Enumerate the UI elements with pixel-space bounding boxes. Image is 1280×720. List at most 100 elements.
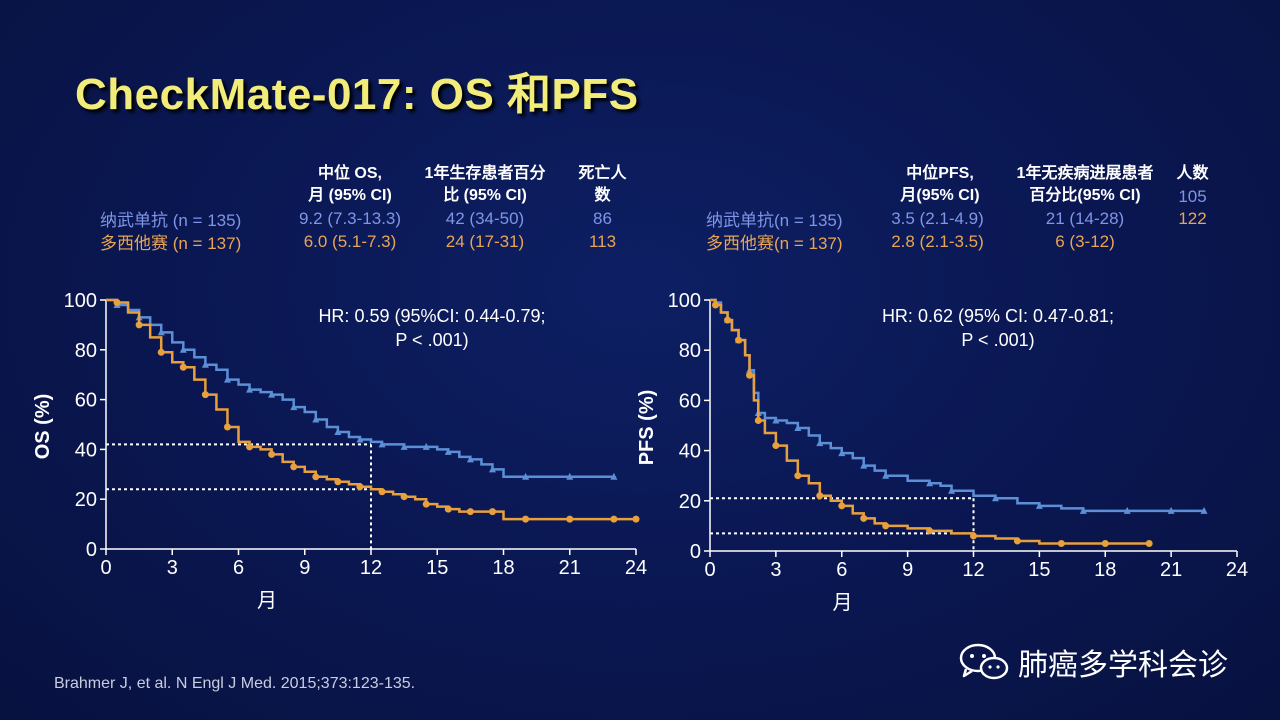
- os-censor-nivolumab: [522, 472, 530, 480]
- pfs-row-nivolumab-median: 3.5 (2.1-4.9): [891, 209, 984, 228]
- pfs-censor-nivolumab: [838, 449, 846, 457]
- os-p-text: P < .001): [395, 330, 468, 350]
- pfs-censor-docetaxel: [1101, 539, 1109, 547]
- pfs-censor-nivolumab: [882, 471, 890, 479]
- pfs-y-tick-label: 100: [668, 290, 701, 312]
- os-censor-nivolumab: [157, 328, 165, 336]
- pfs-y-tick-label: 0: [690, 541, 701, 563]
- os-header-count-line1: 死亡人: [578, 165, 627, 182]
- os-censor-nivolumab: [223, 375, 231, 383]
- os-x-tick-label: 15: [426, 557, 448, 579]
- os-y-tick-label: 100: [64, 290, 97, 312]
- os-header-median: 中位 OS, 月 (95% CI): [280, 163, 420, 207]
- pfs-censor-nivolumab: [1079, 506, 1087, 514]
- os-censor-nivolumab: [312, 415, 320, 423]
- os-header-rate-line2: 比 (95% CI): [443, 187, 527, 204]
- wechat-icon: [959, 643, 1009, 680]
- os-header-median-line1: 中位 OS,: [317, 165, 382, 182]
- os-row-nivolumab-rate: 42 (34-50): [445, 209, 525, 228]
- pfs-p-text: P < .001): [961, 330, 1034, 350]
- pfs-y-tick-label: 60: [679, 390, 701, 412]
- os-censor-docetaxel: [610, 515, 618, 523]
- os-censor-nivolumab: [444, 447, 452, 455]
- os-censor-docetaxel: [422, 500, 430, 508]
- os-y-axis-label: OS (%): [32, 394, 54, 460]
- pfs-x-tick-label: 21: [1160, 559, 1182, 581]
- pfs-censor-docetaxel: [1145, 539, 1153, 547]
- os-censor-docetaxel: [566, 515, 574, 523]
- watermark: 肺癌多学科会诊: [958, 640, 1228, 684]
- pfs-row-nivolumab-count: 105: [1178, 187, 1207, 206]
- pfs-x-axis-label: 月: [833, 590, 853, 614]
- citation: Brahmer J, et al. N Engl J Med. 2015;373…: [54, 675, 416, 692]
- page-title: CheckMate-017: OS 和PFS: [75, 70, 639, 119]
- pfs-censor-docetaxel: [1057, 539, 1065, 547]
- os-censor-nivolumab: [566, 472, 574, 480]
- os-censor-docetaxel: [488, 508, 496, 516]
- os-x-tick-label: 6: [233, 557, 244, 579]
- pfs-header-rate: 1年无疾病进展患者 百分比(95% CI): [1000, 163, 1170, 207]
- os-x-axis-label: 月: [257, 588, 277, 612]
- pfs-series-nivolumab-line: [710, 298, 1205, 513]
- os-hr-text: HR: 0.59 (95%CI: 0.44-0.79;: [318, 306, 545, 326]
- pfs-censor-nivolumab: [1123, 506, 1131, 514]
- pfs-censor-docetaxel: [754, 416, 762, 424]
- pfs-censor-nivolumab: [991, 494, 999, 502]
- pfs-censor-docetaxel: [711, 301, 719, 309]
- watermark-text: 肺癌多学科会诊: [1018, 648, 1228, 683]
- pfs-censor-nivolumab: [794, 424, 802, 432]
- pfs-censor-nivolumab: [1035, 501, 1043, 509]
- os-censor-docetaxel: [444, 505, 452, 513]
- os-censor-docetaxel: [201, 391, 209, 399]
- pfs-x-tick-label: 18: [1094, 559, 1116, 581]
- os-row-docetaxel-label: 多西他赛 (n = 137): [100, 234, 242, 253]
- pfs-censor-docetaxel: [926, 527, 934, 535]
- pfs-censor-docetaxel: [746, 371, 754, 379]
- pfs-censor-docetaxel: [772, 442, 780, 450]
- os-censor-nivolumab: [201, 360, 209, 368]
- pfs-censor-docetaxel: [724, 316, 732, 324]
- os-censor-docetaxel: [356, 483, 364, 491]
- pfs-hr-text: HR: 0.62 (95% CI: 0.47-0.81;: [882, 306, 1114, 326]
- os-x-tick-label: 18: [492, 557, 514, 579]
- os-censor-docetaxel: [268, 450, 276, 458]
- pfs-header-rate-line2: 百分比(95% CI): [1029, 187, 1141, 204]
- os-censor-docetaxel: [400, 493, 408, 501]
- os-y-tick-label: 80: [75, 340, 97, 362]
- os-header-count-line2: 数: [594, 187, 611, 204]
- os-censor-docetaxel: [378, 488, 386, 496]
- os-censor-nivolumab: [356, 435, 364, 443]
- os-series-nivolumab-line: [106, 298, 614, 479]
- os-censor-docetaxel: [466, 508, 474, 516]
- os-x-tick-label: 0: [100, 557, 111, 579]
- os-censor-nivolumab: [422, 442, 430, 450]
- pfs-censor-nivolumab: [860, 461, 868, 469]
- os-censor-nivolumab: [268, 390, 276, 398]
- pfs-row-nivolumab-rate: 21 (14-28): [1045, 209, 1125, 228]
- pfs-y-axis-label: PFS (%): [636, 390, 658, 466]
- os-row-docetaxel-median: 6.0 (5.1-7.3): [303, 232, 397, 251]
- os-censor-nivolumab: [400, 442, 408, 450]
- os-header-count: 死亡人 数: [565, 163, 640, 207]
- os-censor-nivolumab: [488, 465, 496, 473]
- os-censor-docetaxel: [246, 443, 254, 451]
- os-censor-docetaxel: [223, 423, 231, 431]
- pfs-header-median: 中位PFS, 月(95% CI): [870, 163, 1010, 207]
- os-row-nivolumab-count: 86: [593, 209, 612, 228]
- pfs-x-tick-label: 12: [962, 559, 984, 581]
- os-y-tick-label: 40: [75, 439, 97, 461]
- os-censor-docetaxel: [334, 478, 342, 486]
- os-header-rate: 1年生存患者百分 比 (95% CI): [410, 163, 560, 207]
- os-y-tick-label: 0: [86, 539, 97, 561]
- pfs-x-tick-label: 3: [770, 559, 781, 581]
- os-censor-docetaxel: [312, 473, 320, 481]
- os-censor-nivolumab: [378, 440, 386, 448]
- os-censor-docetaxel: [135, 321, 143, 329]
- pfs-censor-docetaxel: [1013, 537, 1021, 545]
- pfs-censor-nivolumab: [772, 416, 780, 424]
- os-row-docetaxel-count: 113: [588, 232, 617, 251]
- pfs-y-tick-label: 80: [679, 340, 701, 362]
- os-censor-docetaxel: [179, 363, 187, 371]
- pfs-x-tick-label: 0: [704, 559, 715, 581]
- os-censor-docetaxel: [290, 463, 298, 471]
